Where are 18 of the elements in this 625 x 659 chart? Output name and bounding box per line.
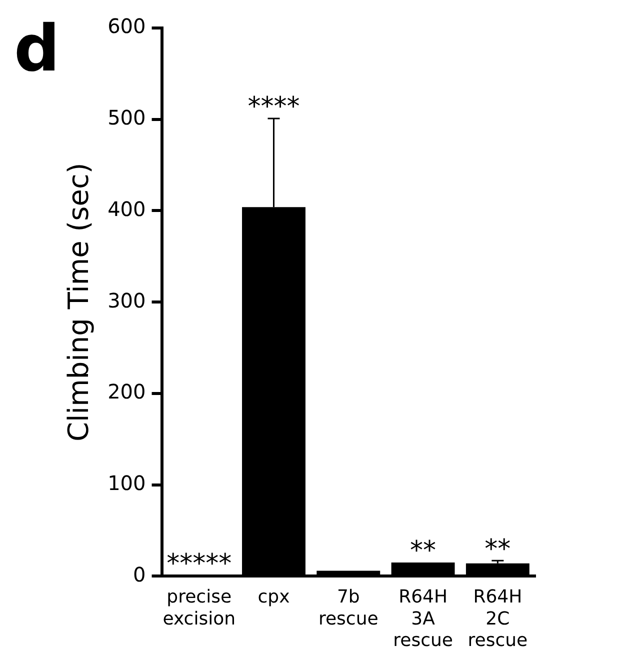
x-tick-label: R64H 3A rescue — [393, 586, 453, 651]
x-tick-label: cpx — [258, 586, 290, 608]
annotation: ** — [484, 534, 511, 564]
y-axis-title: Climbing Time (sec) — [62, 162, 96, 442]
y-tick-label: 100 — [108, 471, 146, 496]
text: d — [14, 12, 60, 87]
annotation: **** — [248, 92, 300, 122]
annotation: ***** — [166, 549, 232, 580]
y-tick-label: 600 — [108, 14, 146, 38]
y-tick-label: 300 — [108, 288, 146, 312]
x-tick-label: R64H 2C rescue — [468, 586, 528, 651]
x-tick-label: precise excision — [162, 586, 236, 630]
y-tick-label: 0 — [133, 562, 146, 586]
y-tick-label: 500 — [108, 106, 146, 130]
annotation: ** — [410, 536, 436, 566]
y-tick-label: 200 — [108, 380, 146, 404]
y-tick-label: 400 — [108, 196, 146, 221]
x-tick-label: 7b rescue — [318, 586, 378, 630]
